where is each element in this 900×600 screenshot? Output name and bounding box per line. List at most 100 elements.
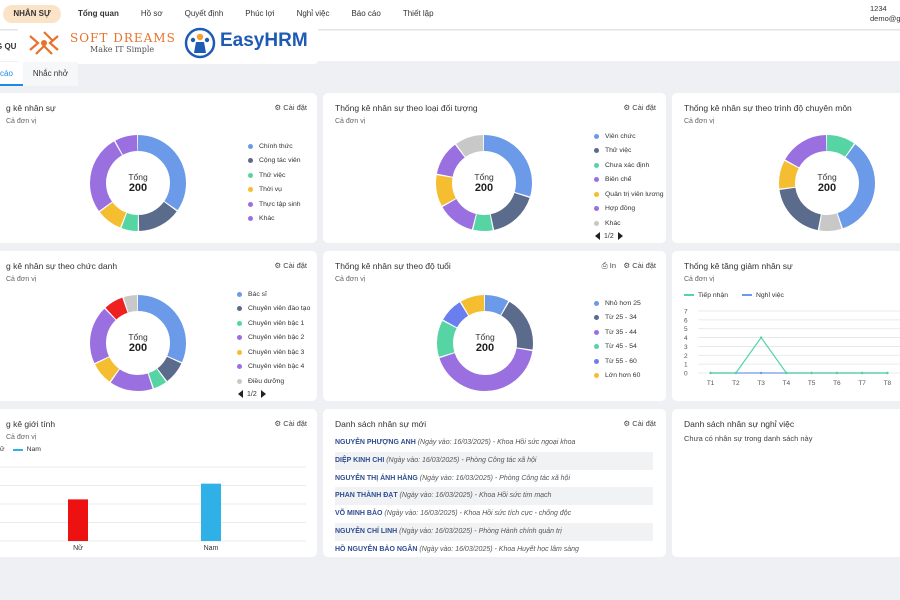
settings-button[interactable]: ⚙ Cài đặt [623, 419, 656, 428]
data-point[interactable] [734, 371, 738, 375]
user-info[interactable]: 1234 demo@gm [870, 4, 900, 24]
legend-label: Cộng tác viên [259, 157, 301, 165]
legend-item[interactable]: Chuyên viên bậc 3 [237, 345, 310, 360]
legend-item[interactable]: Chuyên viên bậc 4 [237, 360, 310, 375]
employee-name[interactable]: DIỆP KINH CHI [335, 456, 385, 464]
legend-item[interactable]: Từ 25 - 34 [594, 311, 641, 326]
employee-row[interactable]: NGUYỄN CHÍ LINH (Ngày vào: 16/03/2025) -… [335, 522, 653, 541]
next-page-icon[interactable] [260, 390, 266, 398]
tab-bao-cao[interactable]: cáo [0, 62, 23, 86]
legend-item[interactable]: Thực tập sinh [248, 197, 301, 212]
next-page-icon[interactable] [617, 232, 623, 240]
employee-row[interactable]: DIỆP KINH CHI (Ngày vào: 16/03/2025) - P… [335, 451, 653, 470]
legend-item[interactable]: Biên chế [594, 173, 664, 188]
legend-item[interactable]: Từ 45 - 54 [594, 340, 641, 355]
donut-segment[interactable] [437, 295, 533, 391]
legend-item[interactable]: Nhỏ hơn 25 [594, 296, 641, 311]
donut-segment[interactable] [779, 135, 875, 231]
legend-item[interactable]: Từ 35 - 44 [594, 325, 641, 340]
legend-item[interactable]: Chính thức [248, 139, 301, 154]
employee-row[interactable]: HỒ NGUYỄN BẢO NGÂN (Ngày vào: 16/03/2025… [335, 541, 653, 559]
data-point[interactable] [860, 371, 864, 375]
donut-segment[interactable] [779, 135, 875, 231]
legend-item[interactable]: Điều dưỡng [237, 374, 310, 389]
menu-quyet-dinh[interactable]: Quyết định [184, 9, 224, 18]
data-point[interactable] [886, 371, 889, 375]
donut-segment[interactable] [437, 295, 533, 391]
legend-item[interactable]: Viên chức [594, 129, 664, 144]
donut-segment[interactable] [436, 135, 532, 231]
menu-phuc-loi[interactable]: Phúc lợi [245, 9, 275, 18]
donut-segment[interactable] [90, 295, 186, 391]
donut-segment[interactable] [90, 135, 186, 231]
employee-name[interactable]: PHAN THÀNH ĐẠT [335, 492, 398, 500]
menu-thiet-lap[interactable]: Thiết lập [402, 9, 434, 18]
donut-segment[interactable] [437, 295, 533, 391]
menu-ho-so[interactable]: Hồ sơ [140, 9, 163, 18]
employee-row[interactable]: VÕ MINH BẢO (Ngày vào: 16/03/2025) - Kho… [335, 505, 653, 523]
employee-name[interactable]: NGUYỄN THỊ ÁNH HẰNG [335, 474, 418, 482]
legend-item[interactable]: Thử việc [594, 144, 664, 159]
donut-segment[interactable] [90, 135, 186, 231]
card-employee-by-qualification: Thống kê nhân sự theo trình độ chuyên mô… [672, 93, 900, 243]
settings-button[interactable]: ⚙ Cài đặt [274, 419, 307, 428]
legend-item[interactable]: Từ 55 - 60 [594, 354, 641, 369]
donut-segment[interactable] [779, 135, 875, 231]
prev-page-icon[interactable] [595, 232, 600, 240]
legend-dot [594, 315, 599, 321]
employee-name[interactable]: NGUYỄN CHÍ LINH [335, 527, 398, 535]
prev-page-icon[interactable] [238, 390, 243, 398]
employee-name[interactable]: HỒ NGUYỄN BẢO NGÂN [335, 545, 418, 553]
legend-item[interactable]: Cộng tác viên [248, 154, 301, 169]
employee-name[interactable]: VÕ MINH BẢO [335, 510, 383, 518]
legend-label: Thử việc [605, 147, 632, 155]
employee-row[interactable]: NGUYỄN THỊ ÁNH HẰNG (Ngày vào: 16/03/202… [335, 470, 653, 488]
donut-segment[interactable] [90, 295, 186, 391]
legend-item[interactable]: Khác [248, 212, 301, 227]
bar[interactable] [68, 499, 88, 541]
legend-item[interactable]: Hợp đồng [594, 202, 664, 217]
donut-segment[interactable] [436, 135, 532, 231]
legend-item[interactable]: Khác [594, 216, 664, 231]
legend-item[interactable]: Thử việc [248, 168, 301, 183]
legend-label: Khác [259, 215, 275, 223]
legend-item[interactable]: Bác sĩ [237, 287, 310, 302]
y-tick-label: 4 [684, 335, 688, 342]
print-button[interactable]: ⎙ In [601, 261, 616, 270]
donut-chart [90, 135, 186, 231]
settings-button[interactable]: ⚙ Cài đặt [623, 261, 656, 270]
settings-button[interactable]: ⚙ Cài đặt [274, 103, 307, 112]
legend-item[interactable]: Thời vụ [248, 183, 301, 198]
settings-button[interactable]: ⚙ Cài đặt [274, 261, 307, 270]
settings-button[interactable]: ⚙ Cài đặt [623, 103, 656, 112]
legend-item[interactable]: Chuyên viên đào tạo [237, 302, 310, 317]
data-point[interactable] [810, 371, 813, 375]
menu-tong-quan[interactable]: Tổng quan [78, 9, 119, 18]
data-point[interactable] [709, 371, 712, 375]
bar[interactable] [201, 483, 221, 541]
module-badge[interactable]: NHÂN SỰ [3, 5, 61, 23]
donut-segment[interactable] [779, 135, 875, 231]
legend-item[interactable]: Tiếp nhận [684, 292, 728, 299]
series-line[interactable] [710, 336, 888, 374]
legend-item[interactable]: Nghỉ việc [741, 292, 784, 299]
legend-item[interactable]: Chưa xác định [594, 158, 664, 173]
legend-item[interactable]: Chuyên viên bậc 2 [237, 331, 310, 346]
donut-segment[interactable] [436, 135, 532, 231]
employee-row[interactable]: NGUYỄN PHƯỢNG ANH (Ngày vào: 16/03/2025)… [335, 434, 653, 452]
data-point[interactable] [759, 336, 763, 339]
menu-nghi-viec[interactable]: Nghỉ việc [296, 9, 330, 18]
data-point[interactable] [785, 371, 788, 375]
legend-item[interactable]: Quản trị viên lương [594, 187, 664, 202]
data-point[interactable] [835, 371, 839, 375]
donut-segment[interactable] [437, 295, 533, 391]
tab-nhac-nho[interactable]: Nhắc nhở [22, 62, 78, 86]
employee-row[interactable]: PHAN THÀNH ĐẠT (Ngày vào: 16/03/2025) - … [335, 487, 653, 506]
menu-bao-cao[interactable]: Báo cáo [351, 9, 381, 18]
employee-name[interactable]: NGUYỄN PHƯỢNG ANH [335, 439, 416, 446]
donut-segment[interactable] [90, 295, 186, 391]
legend-item[interactable]: Lớn hơn 60 [594, 369, 641, 384]
legend-item[interactable]: Chuyên viên bậc 1 [237, 316, 310, 331]
data-point[interactable] [759, 371, 763, 375]
legend-swatch [741, 294, 752, 297]
